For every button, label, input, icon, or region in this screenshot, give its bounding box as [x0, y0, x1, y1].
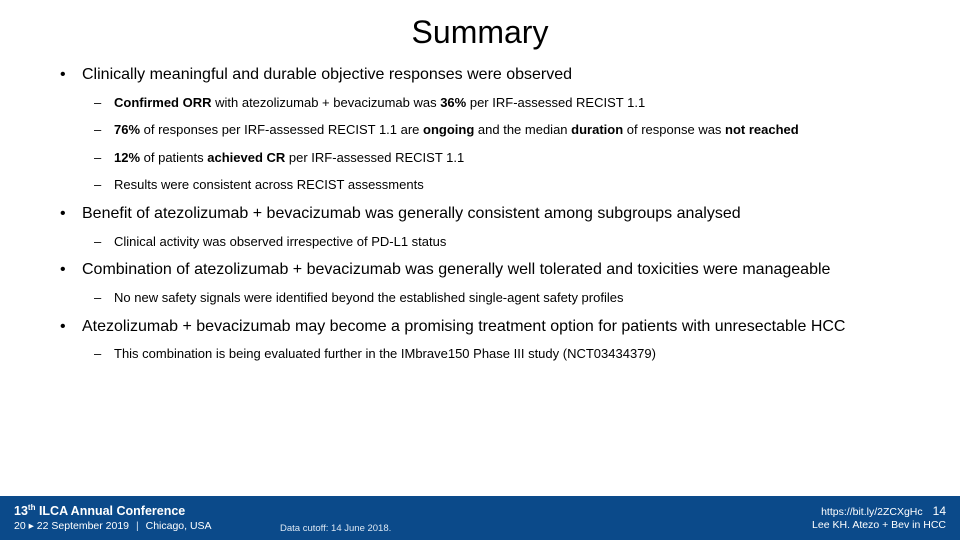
main-bullet-text: Benefit of atezolizumab + bevacizumab wa… [82, 205, 741, 222]
footer-right: https://bit.ly/2ZCXgHc 14 Lee KH. Atezo … [812, 504, 946, 532]
conference-title: 13th ILCA Annual Conference [14, 503, 212, 520]
sub-bullet: 76% of responses per IRF-assessed RECIST… [92, 121, 920, 139]
sub-bullet: Results were consistent across RECIST as… [92, 176, 920, 194]
slide-content: Clinically meaningful and durable object… [0, 65, 960, 496]
sub-bullet-list: Confirmed ORR with atezolizumab + bevaci… [92, 94, 920, 194]
page-number: 14 [933, 504, 946, 519]
conference-ordinal: 13 [14, 504, 28, 518]
conference-ordinal-suffix: th [28, 503, 36, 512]
sub-bullet-list: No new safety signals were identified be… [92, 289, 920, 307]
sub-bullet-list: This combination is being evaluated furt… [92, 345, 920, 363]
sub-bullet: Confirmed ORR with atezolizumab + bevaci… [92, 94, 920, 112]
sub-bullet: 12% of patients achieved CR per IRF-asse… [92, 149, 920, 167]
slide: { "title": "Summary", "bullets": [ { "te… [0, 0, 960, 540]
sub-bullet: Clinical activity was observed irrespect… [92, 233, 920, 251]
footer-bar: 13th ILCA Annual Conference 20 ▸ 22 Sept… [0, 496, 960, 540]
slide-title: Summary [0, 14, 960, 51]
separator-pipe: | [136, 520, 139, 532]
main-bullet: Combination of atezolizumab + bevacizuma… [56, 260, 920, 306]
conference-location: Chicago, USA [146, 520, 212, 532]
sub-bullet: This combination is being evaluated furt… [92, 345, 920, 363]
footer-citation: Lee KH. Atezo + Bev in HCC [812, 519, 946, 532]
sub-bullet-list: Clinical activity was observed irrespect… [92, 233, 920, 251]
footer-left: 13th ILCA Annual Conference 20 ▸ 22 Sept… [14, 503, 212, 533]
sub-bullet: No new safety signals were identified be… [92, 289, 920, 307]
main-bullet: Benefit of atezolizumab + bevacizumab wa… [56, 204, 920, 250]
data-cutoff: Data cutoff: 14 June 2018. [280, 523, 391, 534]
main-bullet: Clinically meaningful and durable object… [56, 65, 920, 194]
main-bullet-text: Clinically meaningful and durable object… [82, 66, 572, 83]
main-bullet-text: Atezolizumab + bevacizumab may become a … [82, 318, 845, 335]
main-bullet: Atezolizumab + bevacizumab may become a … [56, 317, 920, 363]
bullet-list: Clinically meaningful and durable object… [56, 65, 920, 363]
conference-dates: 20 ▸ 22 September 2019 [14, 520, 129, 532]
conference-subtitle: 20 ▸ 22 September 2019 | Chicago, USA [14, 520, 212, 533]
conference-name: ILCA Annual Conference [39, 504, 185, 518]
main-bullet-text: Combination of atezolizumab + bevacizuma… [82, 261, 830, 278]
footer-link: https://bit.ly/2ZCXgHc [821, 506, 923, 519]
